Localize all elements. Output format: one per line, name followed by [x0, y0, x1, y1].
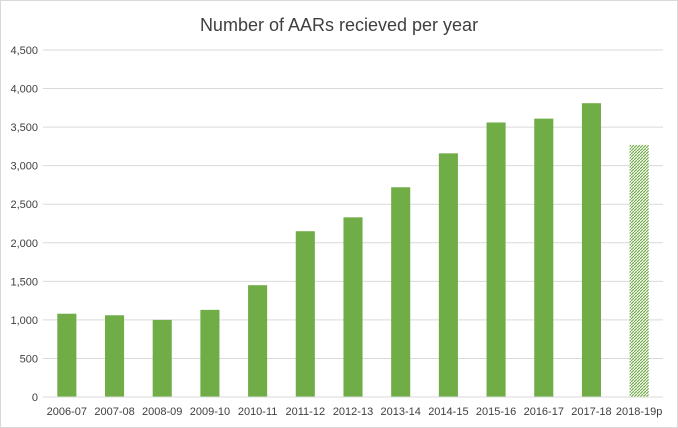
y-tick-label: 3,500 — [10, 122, 38, 134]
chart-title: Number of AARs recieved per year — [200, 15, 478, 35]
x-tick-label: 2010-11 — [238, 406, 278, 418]
x-axis-ticks: 2006-07 2007-08 2008-09 2009-10 2010-11 2011-… — [47, 406, 663, 418]
bar-2008-09 — [152, 319, 172, 397]
bar-2010-11 — [248, 285, 268, 397]
bar-2011-12 — [295, 231, 315, 397]
gridlines — [43, 49, 663, 359]
x-tick-label: 2015-16 — [476, 406, 516, 418]
x-tick-label: 2016-17 — [524, 406, 564, 418]
y-tick-label: 1,500 — [10, 276, 38, 288]
bar-2013-14 — [391, 187, 411, 397]
x-tick-label: 2008-09 — [142, 406, 182, 418]
bar-2016-17 — [534, 118, 554, 397]
x-tick-label: 2009-10 — [190, 406, 230, 418]
x-tick-label: 2013-14 — [381, 406, 421, 418]
y-tick-label: 1,000 — [10, 315, 38, 327]
x-tick-label: 2014-15 — [428, 406, 468, 418]
y-axis-ticks: 0 500 1,000 1,500 2,000 2,500 3,000 3,500 4,000 4… — [10, 45, 38, 404]
y-tick-label: 4,500 — [10, 45, 38, 57]
bars — [57, 103, 649, 398]
bar-2012-13 — [343, 217, 363, 397]
x-tick-label: 2007-08 — [94, 406, 134, 418]
bar-2006-07 — [57, 313, 77, 397]
y-tick-label: 2,000 — [10, 238, 38, 250]
x-tick-label: 2011-12 — [286, 406, 326, 418]
bar-2007-08 — [105, 315, 125, 397]
bar-2009-10 — [200, 309, 220, 397]
x-tick-label: 2017-18 — [571, 406, 611, 418]
y-tick-label: 0 — [32, 392, 38, 404]
x-tick-label: 2018-19p — [616, 406, 663, 418]
x-tick-label: 2006-07 — [47, 406, 87, 418]
y-tick-label: 500 — [20, 353, 38, 365]
y-tick-label: 2,500 — [10, 199, 38, 211]
x-tick-label: 2012-13 — [333, 406, 373, 418]
bar-2014-15 — [438, 153, 458, 397]
bar-2015-16 — [486, 122, 506, 398]
bar-2017-18 — [581, 103, 601, 397]
y-tick-label: 3,000 — [10, 161, 38, 173]
bar-2018-19p — [629, 144, 649, 397]
y-tick-label: 4,000 — [10, 84, 38, 96]
